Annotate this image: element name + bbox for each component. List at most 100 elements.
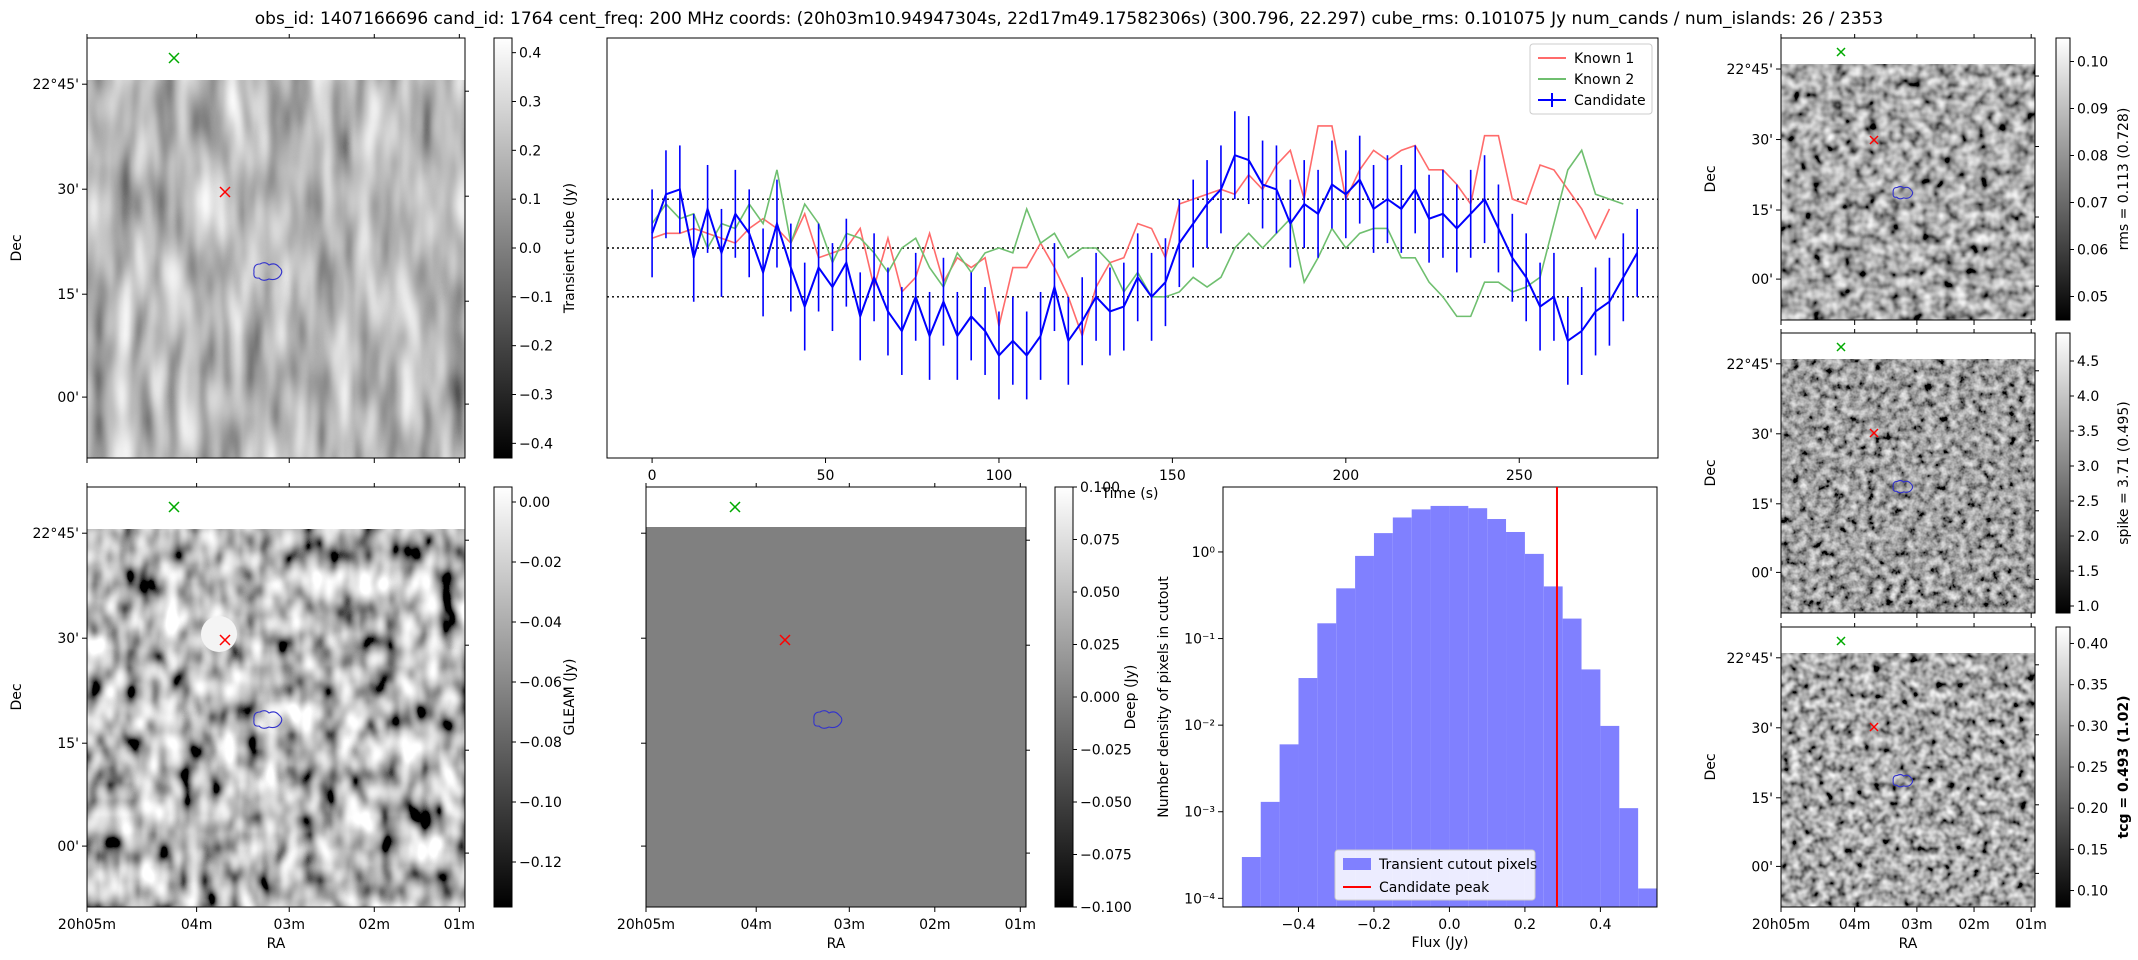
dec-tick-label: 15' [1751,791,1773,807]
legend-label: Candidate [1574,93,1646,109]
x-tick-label: 0.0 [1438,917,1460,933]
colorbar-tick-label: −0.10 [519,795,562,811]
colorbar-tick-label: 0.30 [2077,719,2108,735]
colorbar-tick-label: 0.0 [519,241,541,257]
colorbar-tick-label: 0.00 [519,495,550,511]
colorbar-tick-label: −0.1 [519,290,553,306]
colorbar-tick-label: 0.10 [2077,55,2108,71]
ra-tick-label: 01m [1005,917,1036,933]
histogram-bar [1468,508,1488,907]
series-line-2 [651,153,1639,358]
x-tick-label: 200 [1332,468,1359,484]
colorbar-tick-label: −0.06 [519,675,562,691]
candidate-marker-red [1869,135,1879,145]
colorbar-tick-label: 0.40 [2077,636,2108,652]
dec-tick-label: 00' [1751,272,1773,288]
colorbar-tick-label: 0.06 [2077,243,2108,259]
colorbar-tick-label: 0.075 [1080,533,1120,549]
ra-axis-label: RA [1899,936,1918,952]
dec-tick-label: 22°45' [1727,62,1773,78]
colorbar-tick-label: 0.100 [1080,480,1120,496]
colorbar [493,37,513,459]
legend-label: Transient cutout pixels [1378,857,1537,873]
histogram-bar [1524,553,1544,907]
colorbar-tick-label: 4.5 [2077,354,2099,370]
x-tick-label: 250 [1506,468,1533,484]
image-panel-spike: 22°45' 30' 15' 00' Dec 4.5 4.0 3.5 3.0 2.5 2.0 1.5 1… [1703,329,2132,618]
histogram-bar [1543,586,1563,907]
dec-tick-label: 22°45' [33,77,79,93]
histogram-bar [1241,857,1261,907]
ra-tick-label: 02m [1958,917,1989,933]
dec-tick-label: 30' [57,631,79,647]
reference-marker-green [1836,636,1846,646]
dec-tick-label: 30' [1751,133,1773,149]
sky-image [646,527,1026,907]
colorbar-tick-label: 0.07 [2077,196,2108,212]
colorbar-tick-label: 0.025 [1080,638,1120,654]
colorbar-tick-label: 0.10 [2077,884,2108,900]
colorbar-tick-label: 0.050 [1080,585,1120,601]
colorbar [493,486,513,908]
dec-tick-label: 22°45' [33,526,79,542]
histogram-bar [1449,505,1469,907]
ra-tick-label: 04m [740,917,771,933]
histogram-bar [1506,531,1525,907]
histogram-bar [1619,808,1639,907]
dec-tick-label: 30' [1751,721,1773,737]
image-panel-deep: 20h05m 04m 03m 02m 01m RA 0.100 0.075 0.050 0.025… [617,480,1139,952]
histogram-bar [1430,505,1450,907]
x-axis-label: Time (s) [1101,486,1159,502]
colorbar [2055,332,2071,614]
colorbar-tick-label: 0.15 [2077,842,2108,858]
colorbar-tick-label: 0.1 [519,192,541,208]
y-tick-label: 10⁻² [1184,718,1215,734]
sky-image [87,80,465,458]
sky-image [1781,653,2035,907]
colorbar-tick-label: 0.08 [2077,149,2108,165]
colorbar-tick-label: −0.4 [519,436,553,452]
dec-axis-label: Dec [1703,753,1719,780]
sky-image [1781,359,2035,613]
panel-frame [1780,37,2036,321]
dec-tick-label: 00' [57,390,79,406]
histogram-bar [1600,725,1620,907]
x-tick-label: 0 [648,468,657,484]
figure-title: obs_id: 1407166696 cand_id: 1764 cent_fr… [255,9,1883,29]
plot-frame [1222,486,1658,908]
ra-tick-label: 20h05m [58,917,116,933]
ra-tick-label: 01m [444,917,475,933]
candidate-marker-red [219,186,231,198]
colorbar-tick-label: 0.2 [519,143,541,159]
colorbar-label: GLEAM (Jy) [562,659,578,736]
dec-axis-label: Dec [1703,459,1719,486]
colorbar [2055,626,2071,908]
dec-tick-label: 00' [1751,859,1773,875]
dec-axis-label: Dec [9,234,25,261]
colorbar-tick-label: 0.05 [2077,290,2108,306]
reference-marker-green [1836,47,1846,57]
colorbar-tick-label: 0.35 [2077,678,2108,694]
x-tick-label: −0.4 [1281,917,1315,933]
x-tick-label: −0.2 [1357,917,1391,933]
source-contour [1892,479,1914,494]
dec-tick-label: 15' [57,287,79,303]
colorbar-tick-label: 0.3 [519,94,541,110]
dec-tick-label: 30' [1751,427,1773,443]
x-tick-label: 150 [1159,468,1186,484]
sky-image [87,529,465,907]
ra-tick-label: 03m [1901,917,1932,933]
colorbar-tick-label: −0.02 [519,555,562,571]
ra-tick-label: 01m [2015,917,2046,933]
colorbar-tick-label: −0.04 [519,615,562,631]
image-panel-transient: 22°45' 30' 15' 00' Dec 0.4 0.3 0.2 0.1 0.0 −0.1 −0.… [9,34,578,463]
histogram-bar [1298,678,1318,907]
legend-label: Known 1 [1574,51,1634,67]
series-line-0 [651,125,1611,339]
colorbar-tick-label: −0.050 [1080,795,1132,811]
candidate-marker-red [1869,722,1879,732]
ra-tick-label: 02m [359,917,390,933]
histogram-bar [1638,888,1657,907]
histogram-bar [1487,519,1507,907]
histogram-bar [1336,588,1356,907]
